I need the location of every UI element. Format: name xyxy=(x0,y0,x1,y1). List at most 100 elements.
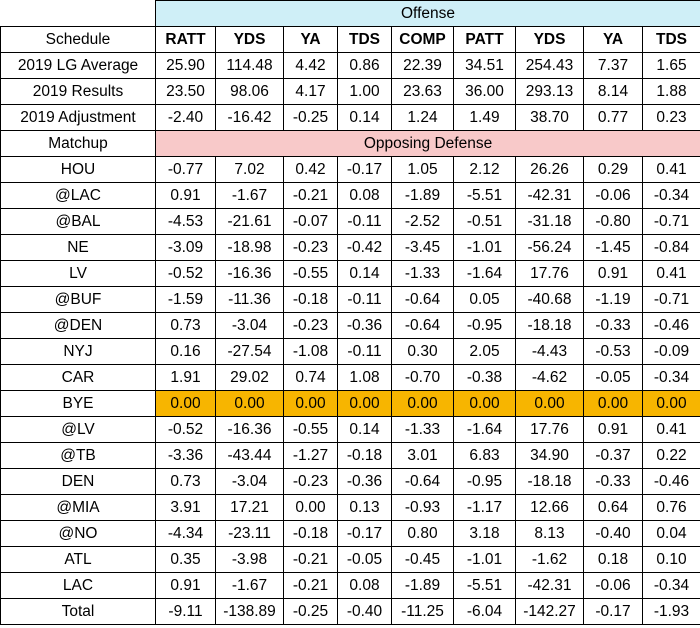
offense-header-row: Offense xyxy=(1,0,700,27)
cell-rush-ya: 4.17 xyxy=(283,78,338,105)
cell-pass-ya: -0.06 xyxy=(583,572,643,599)
cell-rush-tds: -0.11 xyxy=(337,286,392,313)
opposing-defense-header: Opposing Defense xyxy=(154,130,700,157)
cell-rush-tds: -0.40 xyxy=(337,598,392,625)
cell-pass-yds: -42.31 xyxy=(515,572,584,599)
cell-pass-yds: -31.18 xyxy=(515,208,584,235)
cell-rush-yds: -16.36 xyxy=(215,416,284,443)
cell-patt: 1.49 xyxy=(453,104,516,131)
cell-patt: 34.51 xyxy=(453,52,516,79)
cell-patt: -1.64 xyxy=(453,416,516,443)
cell-ratt: 3.91 xyxy=(155,494,216,521)
cell-pass-ya: 0.91 xyxy=(583,416,643,443)
cell-comp: 3.01 xyxy=(391,442,454,469)
cell-comp: -1.33 xyxy=(391,416,454,443)
cell-pass-ya: -0.33 xyxy=(583,468,643,495)
table-row: BYE 0.00 0.00 0.00 0.00 0.00 0.00 0.00 0.00 0.00 xyxy=(0,390,700,417)
table-row: CAR 1.91 29.02 0.74 1.08 -0.70 -0.38 -4.62 -0.05… xyxy=(0,364,700,391)
cell-comp: 0.30 xyxy=(391,338,454,365)
row-label: DEN xyxy=(0,468,156,495)
cell-rush-yds: -3.98 xyxy=(215,546,284,573)
cell-comp: 1.24 xyxy=(391,104,454,131)
col-header-ratt: RATT xyxy=(155,26,216,53)
cell-rush-yds: -138.89 xyxy=(215,598,284,625)
cell-comp: -1.89 xyxy=(391,182,454,209)
cell-ratt: 0.73 xyxy=(155,468,216,495)
col-header-pass-tds: TDS xyxy=(641,26,700,53)
cell-patt: -0.95 xyxy=(453,312,516,339)
cell-rush-ya: -0.21 xyxy=(283,546,338,573)
cell-rush-ya: 0.00 xyxy=(283,390,338,417)
cell-pass-ya: -0.33 xyxy=(583,312,643,339)
row-label: LV xyxy=(0,260,156,287)
cell-rush-yds: 29.02 xyxy=(215,364,284,391)
cell-comp: -1.33 xyxy=(391,260,454,287)
cell-pass-tds: -0.34 xyxy=(641,364,700,391)
row-label: @LAC xyxy=(0,182,156,209)
cell-rush-yds: -3.04 xyxy=(215,468,284,495)
cell-pass-ya: -1.45 xyxy=(583,234,643,261)
cell-rush-ya: -0.21 xyxy=(283,572,338,599)
cell-rush-tds: 0.86 xyxy=(337,52,392,79)
cell-rush-tds: 0.14 xyxy=(337,260,392,287)
cell-comp: 0.80 xyxy=(391,520,454,547)
column-header-row: Schedule RATT YDS YA TDS COMP PATT YDS Y… xyxy=(0,26,700,53)
cell-rush-ya: 0.74 xyxy=(283,364,338,391)
cell-ratt: 0.73 xyxy=(155,312,216,339)
cell-rush-tds: 0.08 xyxy=(337,182,392,209)
cell-pass-yds: -142.27 xyxy=(515,598,584,625)
cell-rush-yds: -43.44 xyxy=(215,442,284,469)
cell-pass-yds: -4.43 xyxy=(515,338,584,365)
cell-rush-yds: -27.54 xyxy=(215,338,284,365)
cell-patt: -0.51 xyxy=(453,208,516,235)
cell-rush-yds: 114.48 xyxy=(215,52,284,79)
cell-pass-yds: 8.13 xyxy=(515,520,584,547)
cell-ratt: -4.34 xyxy=(155,520,216,547)
cell-ratt: 0.91 xyxy=(155,182,216,209)
row-label: @BAL xyxy=(0,208,156,235)
matchup-header-row: Matchup Opposing Defense xyxy=(0,130,700,157)
cell-rush-yds: 0.00 xyxy=(215,390,284,417)
col-header-patt: PATT xyxy=(453,26,516,53)
cell-rush-ya: 0.00 xyxy=(283,494,338,521)
cell-rush-tds: 1.08 xyxy=(337,364,392,391)
row-label: 2019 LG Average xyxy=(0,52,156,79)
cell-pass-ya: -0.17 xyxy=(583,598,643,625)
col-header-rush-tds: TDS xyxy=(337,26,392,53)
summary-row: 2019 LG Average 25.90 114.48 4.42 0.86 22.39 3… xyxy=(0,52,700,79)
cell-pass-yds: -4.62 xyxy=(515,364,584,391)
cell-pass-ya: 0.18 xyxy=(583,546,643,573)
table-row: @DEN 0.73 -3.04 -0.23 -0.36 -0.64 -0.95 -18.18-… xyxy=(0,312,700,339)
cell-pass-yds: 0.00 xyxy=(515,390,584,417)
table-row: NYJ 0.16 -27.54 -1.08 -0.11 0.30 2.05 -4.43 -0.5… xyxy=(0,338,700,365)
cell-comp: 22.39 xyxy=(391,52,454,79)
offense-header: Offense xyxy=(154,0,700,27)
cell-pass-tds: 0.41 xyxy=(641,416,700,443)
blank-corner-cell xyxy=(1,1,156,27)
cell-pass-yds: -18.18 xyxy=(515,312,584,339)
cell-rush-yds: -3.04 xyxy=(215,312,284,339)
col-header-rush-yds: YDS xyxy=(215,26,284,53)
cell-pass-ya: 8.14 xyxy=(583,78,643,105)
cell-rush-tds: 0.08 xyxy=(337,572,392,599)
cell-ratt: -3.09 xyxy=(155,234,216,261)
cell-ratt: -4.53 xyxy=(155,208,216,235)
row-label: @MIA xyxy=(0,494,156,521)
cell-rush-ya: -1.27 xyxy=(283,442,338,469)
cell-pass-yds: -40.68 xyxy=(515,286,584,313)
cell-ratt: 1.91 xyxy=(155,364,216,391)
cell-pass-tds: 0.23 xyxy=(641,104,700,131)
cell-patt: -5.51 xyxy=(453,572,516,599)
cell-pass-ya: 0.77 xyxy=(583,104,643,131)
cell-rush-tds: 1.00 xyxy=(337,78,392,105)
cell-rush-ya: -0.18 xyxy=(283,286,338,313)
cell-patt: -0.95 xyxy=(453,468,516,495)
cell-rush-yds: 17.21 xyxy=(215,494,284,521)
cell-pass-tds: 0.00 xyxy=(641,390,700,417)
cell-pass-tds: 0.41 xyxy=(641,260,700,287)
summary-row: 2019 Results 23.50 98.06 4.17 1.00 23.63 36.00… xyxy=(0,78,700,105)
cell-patt: 0.00 xyxy=(453,390,516,417)
cell-pass-tds: -0.34 xyxy=(641,572,700,599)
